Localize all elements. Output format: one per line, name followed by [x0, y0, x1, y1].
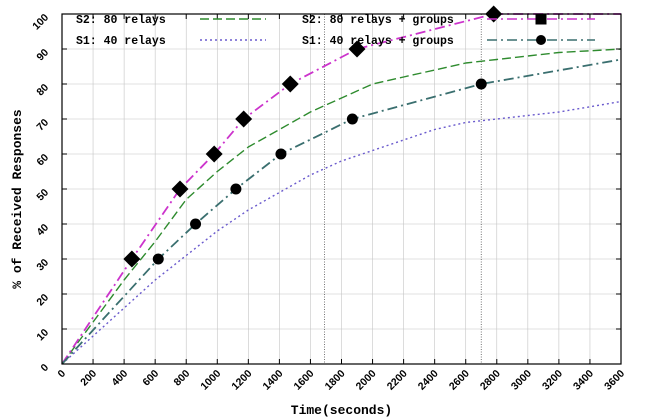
- series-line-1: [61, 48, 622, 365]
- legend-marker-square: [535, 13, 547, 25]
- x-tick-label: 1600: [292, 368, 317, 393]
- y-tick-label: 30: [34, 257, 51, 274]
- x-tick-label: 200: [78, 368, 99, 389]
- x-tick-label: 3000: [509, 368, 534, 393]
- x-tick-label: 1400: [261, 368, 286, 393]
- y-axis-title: % of Received Responses: [10, 109, 25, 289]
- legend-label: S1: 40 relays + groups: [302, 35, 454, 48]
- x-tick-label: 3200: [540, 368, 565, 393]
- legend-marker-circle: [536, 35, 546, 45]
- x-tick-label: 1000: [198, 368, 223, 393]
- marker-square: [235, 110, 253, 128]
- x-tick-label: 800: [171, 368, 192, 389]
- y-tick-label: 40: [34, 222, 51, 239]
- x-tick-label: 2600: [447, 368, 472, 393]
- y-tick-label: 100: [30, 12, 51, 33]
- y-tick-label: 70: [34, 117, 51, 134]
- y-tick-label: 90: [34, 47, 51, 64]
- y-tick-label: 50: [34, 187, 51, 204]
- marker-square: [123, 250, 141, 268]
- marker-circle: [275, 148, 287, 160]
- marker-circle: [346, 113, 358, 125]
- legend-label: S1: 40 relays: [76, 35, 166, 48]
- legend: S2: 80 relays S1: 40 relays S2: 80 relays …: [76, 13, 595, 48]
- marker-square: [281, 75, 299, 93]
- x-tick-label: 1200: [229, 368, 254, 393]
- x-tick-label: 1800: [323, 368, 348, 393]
- marker-circle: [190, 218, 202, 230]
- x-tick-label: 2400: [416, 368, 441, 393]
- legend-label: S2: 80 relays: [76, 14, 166, 27]
- y-tick-label: 10: [34, 327, 51, 344]
- marker-square: [171, 180, 189, 198]
- grid: [62, 13, 621, 364]
- y-tick-label: 0: [39, 362, 52, 375]
- y-tick-label: 80: [34, 82, 51, 99]
- x-tick-label: 2200: [385, 368, 410, 393]
- x-tick-label: 600: [140, 368, 161, 389]
- x-tick-label: 2800: [478, 368, 503, 393]
- marker-circle: [230, 183, 242, 195]
- legend-label: S2: 80 relays + groups: [302, 14, 454, 27]
- y-tick-label: 60: [34, 152, 51, 169]
- marker-circle: [152, 253, 164, 265]
- x-tick-label: 3400: [571, 368, 596, 393]
- x-axis-title: Time(seconds): [291, 403, 392, 418]
- marker-square: [205, 145, 223, 163]
- y-tick-label: 20: [34, 292, 51, 309]
- reference-lines: [324, 14, 482, 364]
- x-tick-label: 3600: [602, 368, 627, 393]
- marker-circle: [475, 78, 487, 90]
- series-line-4: [61, 58, 622, 365]
- x-tick-label: 0: [56, 368, 69, 381]
- x-tick-label: 400: [109, 368, 130, 389]
- axis-ticks: 0 200 400 600 800 1000 1200 1400 1600 1800 2000 220…: [30, 12, 627, 393]
- series-line-2: [61, 100, 622, 365]
- x-tick-label: 2000: [354, 368, 379, 393]
